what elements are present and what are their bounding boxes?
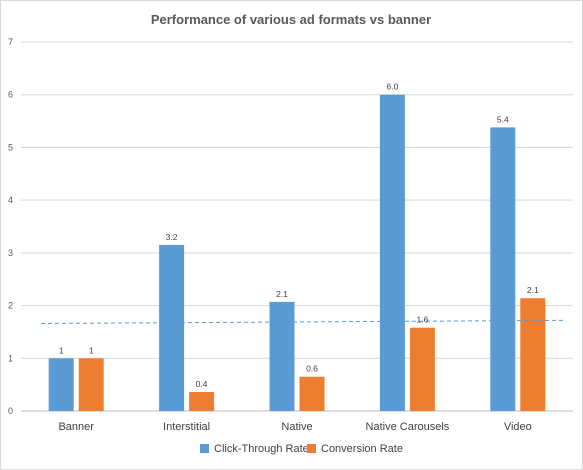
y-tick-label: 7 — [8, 37, 13, 47]
data-label: 3.2 — [166, 232, 178, 242]
x-tick-label: Native Carousels — [366, 421, 450, 433]
legend-swatch — [200, 444, 209, 453]
data-label: 1 — [89, 345, 94, 355]
x-tick-label: Native — [281, 421, 312, 433]
data-label: 5.4 — [497, 114, 509, 124]
chart-title: Performance of various ad formats vs ban… — [151, 12, 431, 27]
legend-label: Conversion Rate — [321, 443, 403, 455]
data-label: 2.1 — [527, 285, 539, 295]
bar — [269, 301, 295, 411]
y-axis-ticks: 0 1 2 3 4 5 6 7 — [8, 37, 13, 416]
data-label: 1.6 — [416, 315, 428, 325]
data-label: 0.4 — [196, 379, 208, 389]
x-tick-label: Interstitial — [163, 421, 210, 433]
x-tick-label: Banner — [58, 421, 94, 433]
bar — [48, 358, 74, 411]
reference-line — [40, 319, 567, 324]
data-label: 2.1 — [276, 289, 288, 299]
reference-line-dashed — [40, 319, 567, 324]
bar — [78, 358, 104, 411]
bars — [48, 94, 546, 411]
bar — [299, 376, 325, 411]
bar — [490, 127, 516, 411]
y-tick-label: 0 — [8, 406, 13, 416]
y-tick-label: 5 — [8, 142, 13, 152]
y-tick-label: 6 — [8, 90, 13, 100]
legend-label: Click-Through Rate — [214, 443, 309, 455]
bar — [159, 244, 185, 411]
data-label: 6.0 — [386, 82, 398, 92]
y-tick-label: 3 — [8, 248, 13, 258]
bar — [189, 392, 215, 411]
bar — [409, 327, 435, 411]
y-tick-label: 4 — [8, 195, 13, 205]
x-axis-categories: Banner Interstitial Native Native Carousels… — [58, 421, 531, 433]
data-labels: 1 1 3.2 0.4 2.1 0.6 6.0 1.6 5.4 2.1 — [59, 82, 539, 389]
data-label: 0.6 — [306, 364, 318, 374]
gridlines — [21, 41, 573, 412]
y-tick-label: 1 — [8, 353, 13, 363]
legend: Click-Through Rate Conversion Rate — [200, 443, 403, 455]
legend-swatch — [307, 444, 316, 453]
data-label: 1 — [59, 345, 64, 355]
bar — [379, 94, 405, 411]
bar — [520, 298, 546, 411]
x-tick-label: Video — [504, 421, 532, 433]
y-tick-label: 2 — [8, 301, 13, 311]
